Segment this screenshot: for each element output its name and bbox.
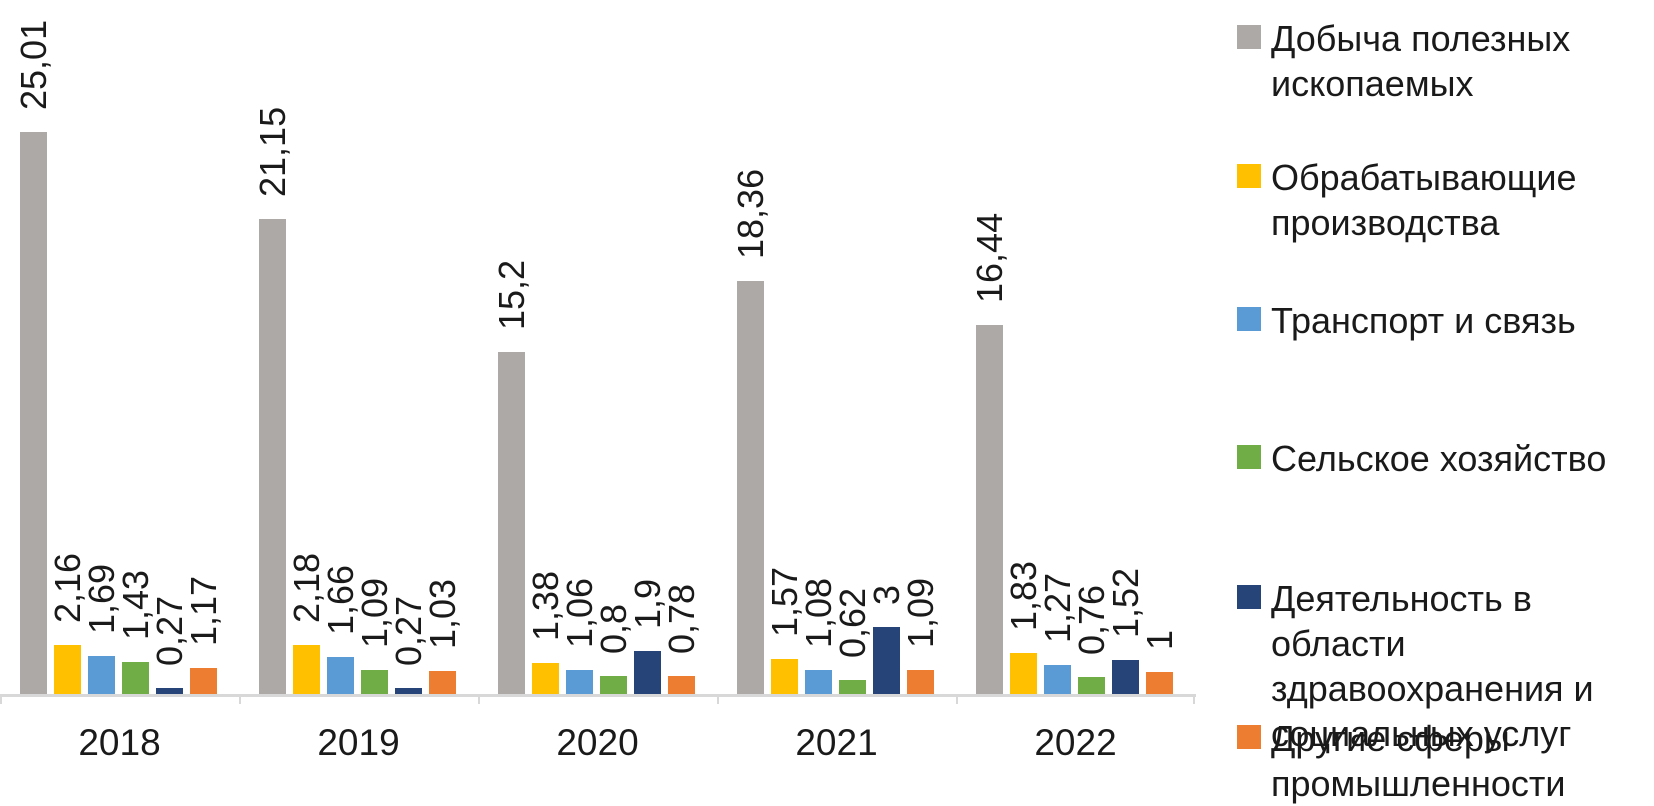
legend: Добыча полезных ископаемых Обрабатывающие…	[1237, 0, 1654, 806]
plot-area: 25,01 2,16 1,69 1,43 0,27 1,17 2018 21,15 2,18 1,…	[12, 19, 1180, 763]
bar-series-3-2022	[1044, 665, 1071, 694]
legend-swatch-icon	[1237, 307, 1261, 331]
value-label: 15,2	[490, 259, 532, 330]
value-label: 16,44	[968, 212, 1010, 303]
legend-item: Сельское хозяйство	[1237, 436, 1654, 481]
bar-series-4-2019	[361, 670, 388, 694]
value-label: 1,09	[899, 577, 941, 648]
bar-series-2-2021	[771, 659, 798, 694]
legend-label: Обрабатывающие производства	[1271, 157, 1577, 243]
bar-series-1-2019	[259, 219, 286, 694]
axis-tick	[478, 697, 480, 704]
legend-label: Транспорт и связь	[1271, 300, 1576, 341]
legend-label: Добыча полезных ископаемых	[1271, 18, 1571, 104]
bar-series-6-2019	[429, 671, 456, 694]
value-label: 0,78	[660, 583, 702, 654]
bar-series-5-2018	[156, 688, 183, 694]
legend-swatch-icon	[1237, 445, 1261, 469]
legend-label: Сельское хозяйство	[1271, 438, 1607, 479]
bar-series-5-2020	[634, 651, 661, 694]
bar-series-6-2022	[1146, 672, 1173, 694]
bar-series-4-2022	[1078, 677, 1105, 694]
legend-item: Деятельность в области здравоохранения и…	[1237, 576, 1654, 756]
value-label: 1,52	[1104, 567, 1146, 638]
bar-series-5-2019	[395, 688, 422, 694]
category-label: 2021	[795, 722, 878, 763]
bar-series-3-2021	[805, 670, 832, 694]
legend-swatch-icon	[1237, 25, 1261, 49]
bar-series-1-2020	[498, 352, 525, 694]
x-axis-line	[0, 694, 1196, 697]
legend-label: Деятельность в области здравоохранения и…	[1271, 578, 1594, 754]
legend-swatch-icon	[1237, 585, 1261, 609]
value-label: 1,03	[421, 578, 463, 649]
category-label: 2018	[78, 722, 161, 763]
legend-swatch-icon	[1237, 725, 1261, 749]
axis-tick	[1193, 697, 1195, 704]
bar-series-2-2019	[293, 645, 320, 694]
value-label: 1,17	[182, 575, 224, 646]
bar-series-5-2022	[1112, 660, 1139, 694]
axis-tick	[717, 697, 719, 704]
bar-series-2-2018	[54, 645, 81, 694]
legend-item: Обрабатывающие производства	[1237, 155, 1654, 245]
bar-series-6-2021	[907, 670, 934, 694]
bar-series-3-2019	[327, 657, 354, 694]
bar-series-5-2021	[873, 627, 900, 694]
value-label: 25,01	[12, 19, 54, 110]
bar-series-4-2018	[122, 662, 149, 694]
legend-item: Транспорт и связь	[1237, 298, 1654, 343]
bar-series-2-2022	[1010, 653, 1037, 694]
bar-series-1-2022	[976, 325, 1003, 694]
legend-label: Другие сферы промышленности	[1271, 718, 1566, 804]
legend-swatch-icon	[1237, 164, 1261, 188]
value-label: 18,36	[729, 168, 771, 259]
category-label: 2022	[1034, 722, 1117, 763]
legend-item: Другие сферы промышленности	[1237, 716, 1654, 806]
axis-tick	[0, 697, 2, 704]
axis-tick	[956, 697, 958, 704]
category-label: 2020	[556, 722, 639, 763]
category-label: 2019	[317, 722, 400, 763]
value-label: 21,15	[251, 106, 293, 197]
bar-series-1-2018	[20, 132, 47, 694]
bar-series-3-2018	[88, 656, 115, 694]
bar-series-6-2018	[190, 668, 217, 694]
value-label: 1	[1138, 629, 1180, 650]
bar-series-2-2020	[532, 663, 559, 694]
bar-series-6-2020	[668, 676, 695, 694]
bar-series-4-2020	[600, 676, 627, 694]
bar-series-4-2021	[839, 680, 866, 694]
bar-series-3-2020	[566, 670, 593, 694]
bar-series-1-2021	[737, 281, 764, 694]
legend-item: Добыча полезных ископаемых	[1237, 16, 1654, 106]
axis-tick	[239, 697, 241, 704]
